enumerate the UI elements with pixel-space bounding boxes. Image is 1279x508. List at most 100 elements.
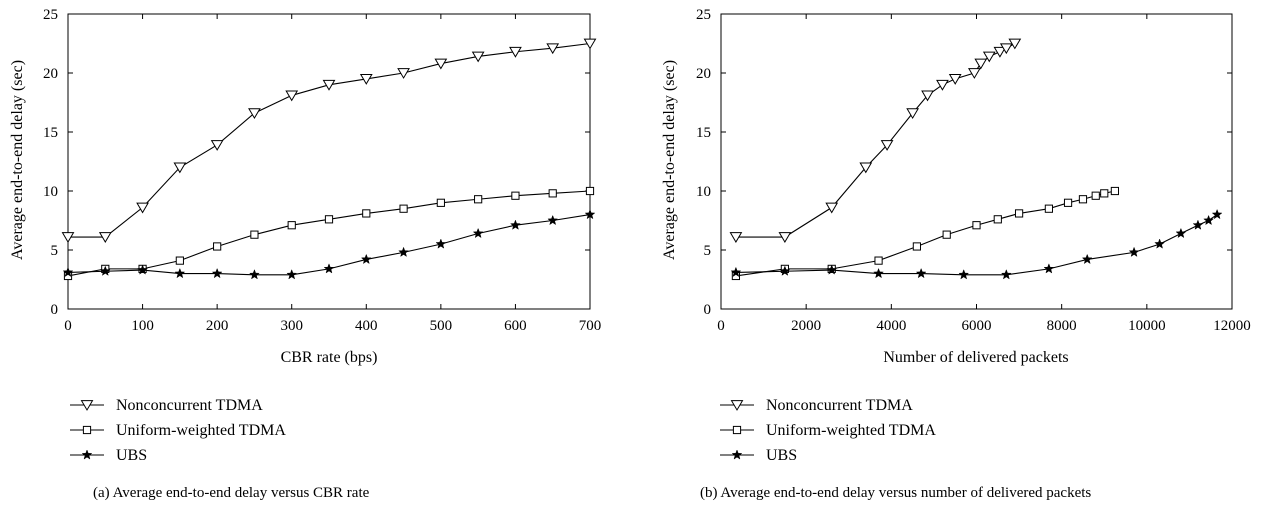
data-point-star [62,266,74,278]
data-point-square [942,230,951,239]
y-tick-label: 5 [704,243,712,259]
data-point-triangle-down [583,38,597,50]
data-point-star [211,267,223,279]
legend-label: Uniform-weighted TDMA [116,422,286,439]
x-tick-label: 8000 [1047,318,1077,334]
x-tick-label: 500 [430,318,453,334]
y-tick-label: 5 [51,243,59,259]
data-point-triangle-down [285,90,299,102]
data-point-square [1044,204,1053,213]
data-point-triangle-down [906,108,919,120]
data-point-triangle-down [434,58,448,70]
x-tick-label: 4000 [876,318,906,334]
data-point-square [362,209,371,218]
data-point-star [779,265,791,276]
axes-frame-b [720,13,1233,310]
legend-label: Nonconcurrent TDMA [766,397,913,414]
data-point-star [958,269,970,280]
data-point-star [1043,263,1055,274]
legend-marker-square [732,425,742,435]
legend-label: Uniform-weighted TDMA [766,422,936,439]
plot-area-b: 0 2000 4000 6000 8000 10000 12000 0 5 10 15 20 25 [696,7,1251,334]
x-tick-label: 100 [131,318,154,334]
x-tick-label: 400 [355,318,378,334]
data-point-star [398,246,410,257]
data-point-star [509,219,521,230]
data-point-star [547,214,559,226]
legend-marker-triangle-down [80,400,94,411]
data-point-square [1078,195,1088,204]
x-axis-label-b: Number of delivered packets [883,349,1068,366]
data-point-triangle-down [173,162,187,174]
data-point-star [137,264,149,275]
y-tick-label: 0 [51,302,59,318]
data-point-triangle-down [136,202,149,214]
chart-panel-a: 0 100 200 300 400 500 600 700 0 5 10 15 20 25 CBR rat… [9,7,601,501]
y-tick-label: 20 [696,66,711,82]
y-tick-label: 15 [43,125,58,141]
y-tick-label: 25 [696,7,711,23]
x-tick-label: 0 [64,318,72,334]
data-point-square [1063,198,1073,207]
legend-a: Nonconcurrent TDMA Uniform-weighted TDMA U… [70,397,286,464]
data-point-triangle-down [993,46,1007,58]
data-point-star [435,238,447,249]
data-point-triangle-down [98,232,112,243]
y-tick-label: 0 [704,302,712,318]
data-point-star [286,269,298,280]
legend-label: UBS [116,447,147,464]
data-point-triangle-down [210,140,224,151]
data-point-square [213,242,222,251]
axes-frame-a [67,13,591,310]
data-point-triangle-down [359,74,373,85]
data-point-triangle-down [859,162,873,174]
data-point-star [584,208,596,220]
data-point-star [1128,246,1140,257]
series-line-triangle-down [68,42,591,238]
data-point-star [1081,253,1093,265]
data-point-triangle-down [936,79,949,91]
data-point-star [472,227,484,239]
data-point-square [993,215,1002,224]
x-tick-label: 10000 [1128,318,1166,334]
data-point-star [1175,227,1187,239]
x-tick-label: 300 [280,318,303,334]
data-point-square [436,198,445,207]
data-point-square [548,189,557,198]
data-point-triangle-down [397,68,410,79]
data-point-star [1000,269,1012,280]
data-point-star [174,267,186,279]
data-point-triangle-down [546,43,560,55]
data-point-triangle-down [948,74,962,85]
data-point-star [826,264,838,275]
data-point-star [1154,238,1166,249]
data-point-square [1091,191,1100,200]
caption-a: (a) Average end-to-end delay versus CBR … [93,485,370,501]
legend-marker-square [82,425,92,435]
y-tick-label: 15 [696,125,711,141]
data-point-square [175,256,184,265]
data-point-square [874,256,883,265]
legend-marker-triangle-down [730,400,744,411]
x-tick-label: 0 [717,318,725,334]
legend-label: UBS [766,447,797,464]
data-point-triangle-down [509,46,522,58]
y-tick-label: 10 [43,184,58,200]
data-point-triangle-down [999,43,1013,55]
data-point-triangle-down [778,232,792,243]
data-point-square [287,221,296,230]
data-point-square [912,242,921,251]
data-point-square [585,186,595,196]
data-point-square [972,221,981,230]
x-axis-label-a: CBR rate (bps) [281,349,378,366]
y-axis-label-b: Average end-to-end delay (sec) [661,60,678,260]
x-tick-label: 200 [206,318,229,334]
data-point-star [360,253,372,265]
x-tick-label: 600 [504,318,527,334]
chart-panel-b: 0 2000 4000 6000 8000 10000 12000 0 5 10 15 20 25 Nu… [661,7,1251,501]
data-point-star [248,269,260,280]
data-point-star [1203,214,1215,226]
data-point-square [250,230,259,239]
data-point-square [511,191,520,200]
